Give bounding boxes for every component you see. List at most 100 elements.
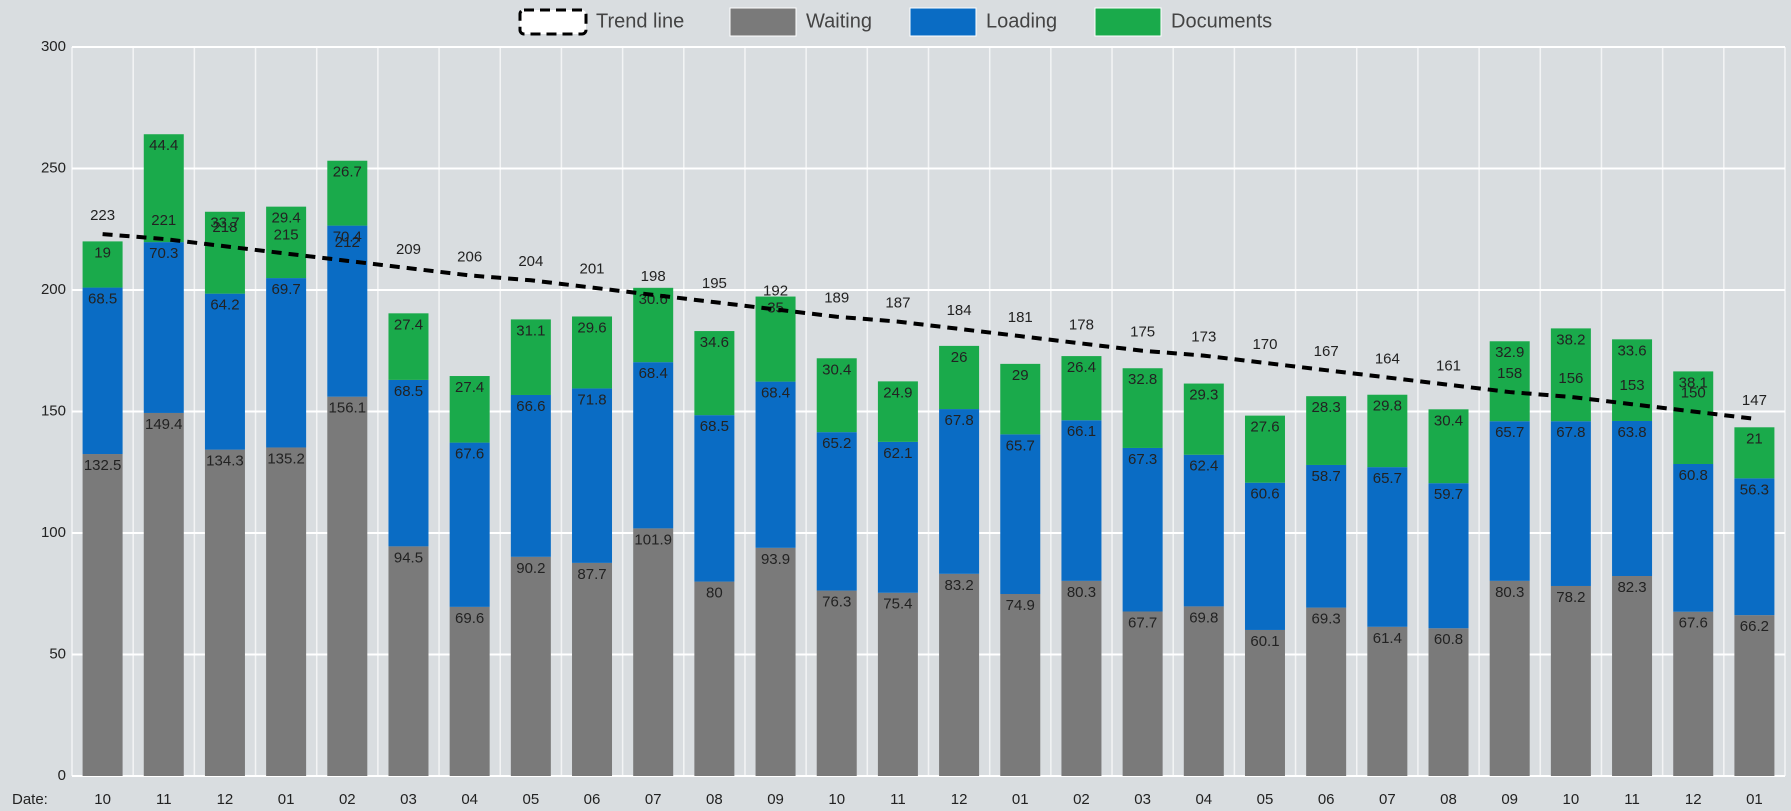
- value-label: 33.6: [1617, 342, 1646, 359]
- legend-swatch: [518, 8, 588, 36]
- value-label: 29.6: [577, 319, 606, 336]
- bar-segment: [1061, 580, 1102, 776]
- bar-segment: [1673, 611, 1714, 776]
- bar-segment: [755, 547, 796, 776]
- bar-segment: [1367, 626, 1408, 776]
- value-label: 132.5: [84, 457, 122, 474]
- bar-segment: [1550, 328, 1591, 422]
- value-label: 67.3: [1128, 451, 1157, 468]
- bar-segment: [1122, 447, 1163, 612]
- legend-label: Trend line: [596, 10, 684, 32]
- trend-label: 173: [1191, 329, 1216, 346]
- bar-segment: [1428, 409, 1469, 484]
- trend-label: 204: [518, 253, 543, 270]
- value-label: 68.5: [88, 291, 117, 308]
- bar-segment: [82, 454, 123, 776]
- bar-segment: [1428, 628, 1469, 776]
- x-tick-label: 01: [1746, 791, 1763, 808]
- value-label: 101.9: [634, 531, 672, 548]
- value-label: 80: [706, 585, 723, 602]
- trend-label: 192: [763, 282, 788, 299]
- bar-segment: [1000, 434, 1041, 594]
- value-label: 27.6: [1250, 419, 1279, 436]
- bar-segment: [449, 606, 490, 776]
- bar-segment: [449, 376, 490, 443]
- value-label: 90.2: [516, 560, 545, 577]
- legend-label: Loading: [986, 10, 1057, 32]
- value-label: 59.7: [1434, 486, 1463, 503]
- bar-segment: [877, 592, 918, 776]
- bar-segment: [939, 345, 980, 410]
- y-tick-label: 300: [41, 38, 66, 55]
- value-label: 156.1: [329, 400, 367, 417]
- bar-segment: [510, 556, 551, 776]
- bar-segment: [877, 441, 918, 593]
- bar-segment: [1000, 363, 1041, 435]
- legend-label: Waiting: [806, 10, 872, 32]
- x-tick-label: 01: [278, 791, 295, 808]
- trend-label: 189: [824, 290, 849, 307]
- value-label: 67.6: [1679, 615, 1708, 632]
- bar-segment: [1673, 371, 1714, 464]
- trend-line: [102, 232, 1755, 421]
- value-label: 63.8: [1617, 424, 1646, 441]
- value-label: 26: [951, 349, 968, 366]
- bar-segment: [694, 415, 735, 582]
- bar-segment: [204, 449, 245, 776]
- bar-segment: [1367, 467, 1408, 627]
- value-label: 83.2: [944, 577, 973, 594]
- trend-label: 201: [580, 261, 605, 278]
- value-label: 68.5: [394, 383, 423, 400]
- trend-label: 187: [885, 295, 910, 312]
- bar-segment: [1734, 478, 1775, 616]
- y-tick-label: 150: [41, 402, 66, 419]
- bar-segment: [1489, 341, 1530, 422]
- trend-label: 206: [457, 248, 482, 265]
- value-label: 70.3: [149, 245, 178, 262]
- value-label: 66.1: [1067, 423, 1096, 440]
- bar-segment: [572, 562, 613, 776]
- value-label: 67.8: [944, 412, 973, 429]
- x-tick-label: 12: [217, 791, 234, 808]
- trend-label: 167: [1314, 343, 1339, 360]
- value-label: 62.1: [883, 445, 912, 462]
- value-label: 29.3: [1189, 387, 1218, 404]
- x-tick-label: 04: [1195, 791, 1212, 808]
- value-label: 62.4: [1189, 458, 1218, 475]
- x-tick-label: 10: [94, 791, 111, 808]
- value-label: 27.4: [394, 316, 423, 333]
- value-label: 27.4: [455, 379, 484, 396]
- bar-segment: [1244, 629, 1285, 776]
- bar-segment: [82, 287, 123, 455]
- bar-segment: [266, 278, 307, 448]
- value-label: 134.3: [206, 453, 244, 470]
- bar-segment: [877, 381, 918, 442]
- bar-segment: [266, 206, 307, 279]
- trend-label: 215: [274, 227, 299, 244]
- value-label: 38.1: [1679, 374, 1708, 391]
- value-label: 32.8: [1128, 371, 1157, 388]
- x-tick-label: 12: [1685, 791, 1702, 808]
- bar-segment: [1612, 420, 1653, 577]
- bar-segment: [1183, 383, 1224, 455]
- value-label: 29.8: [1373, 398, 1402, 415]
- x-tick-label: 10: [1563, 791, 1580, 808]
- bar-segment: [388, 313, 429, 380]
- value-label: 34.6: [700, 334, 729, 351]
- bar-segment: [449, 442, 490, 607]
- x-tick-label: 08: [1440, 791, 1457, 808]
- bar-segment: [939, 573, 980, 776]
- x-tick-label: 03: [1134, 791, 1151, 808]
- x-tick-label: 04: [461, 791, 478, 808]
- value-label: 60.8: [1679, 467, 1708, 484]
- legend-swatch: [729, 7, 797, 37]
- y-tick-label: 0: [58, 767, 66, 784]
- bar-segment: [388, 546, 429, 776]
- trend-label: 184: [947, 302, 972, 319]
- x-tick-label: 11: [1624, 791, 1640, 808]
- bar-segment: [1061, 356, 1102, 421]
- legend-swatch: [909, 7, 977, 37]
- trend-label: 156: [1558, 370, 1583, 387]
- bar-segment: [1306, 464, 1347, 608]
